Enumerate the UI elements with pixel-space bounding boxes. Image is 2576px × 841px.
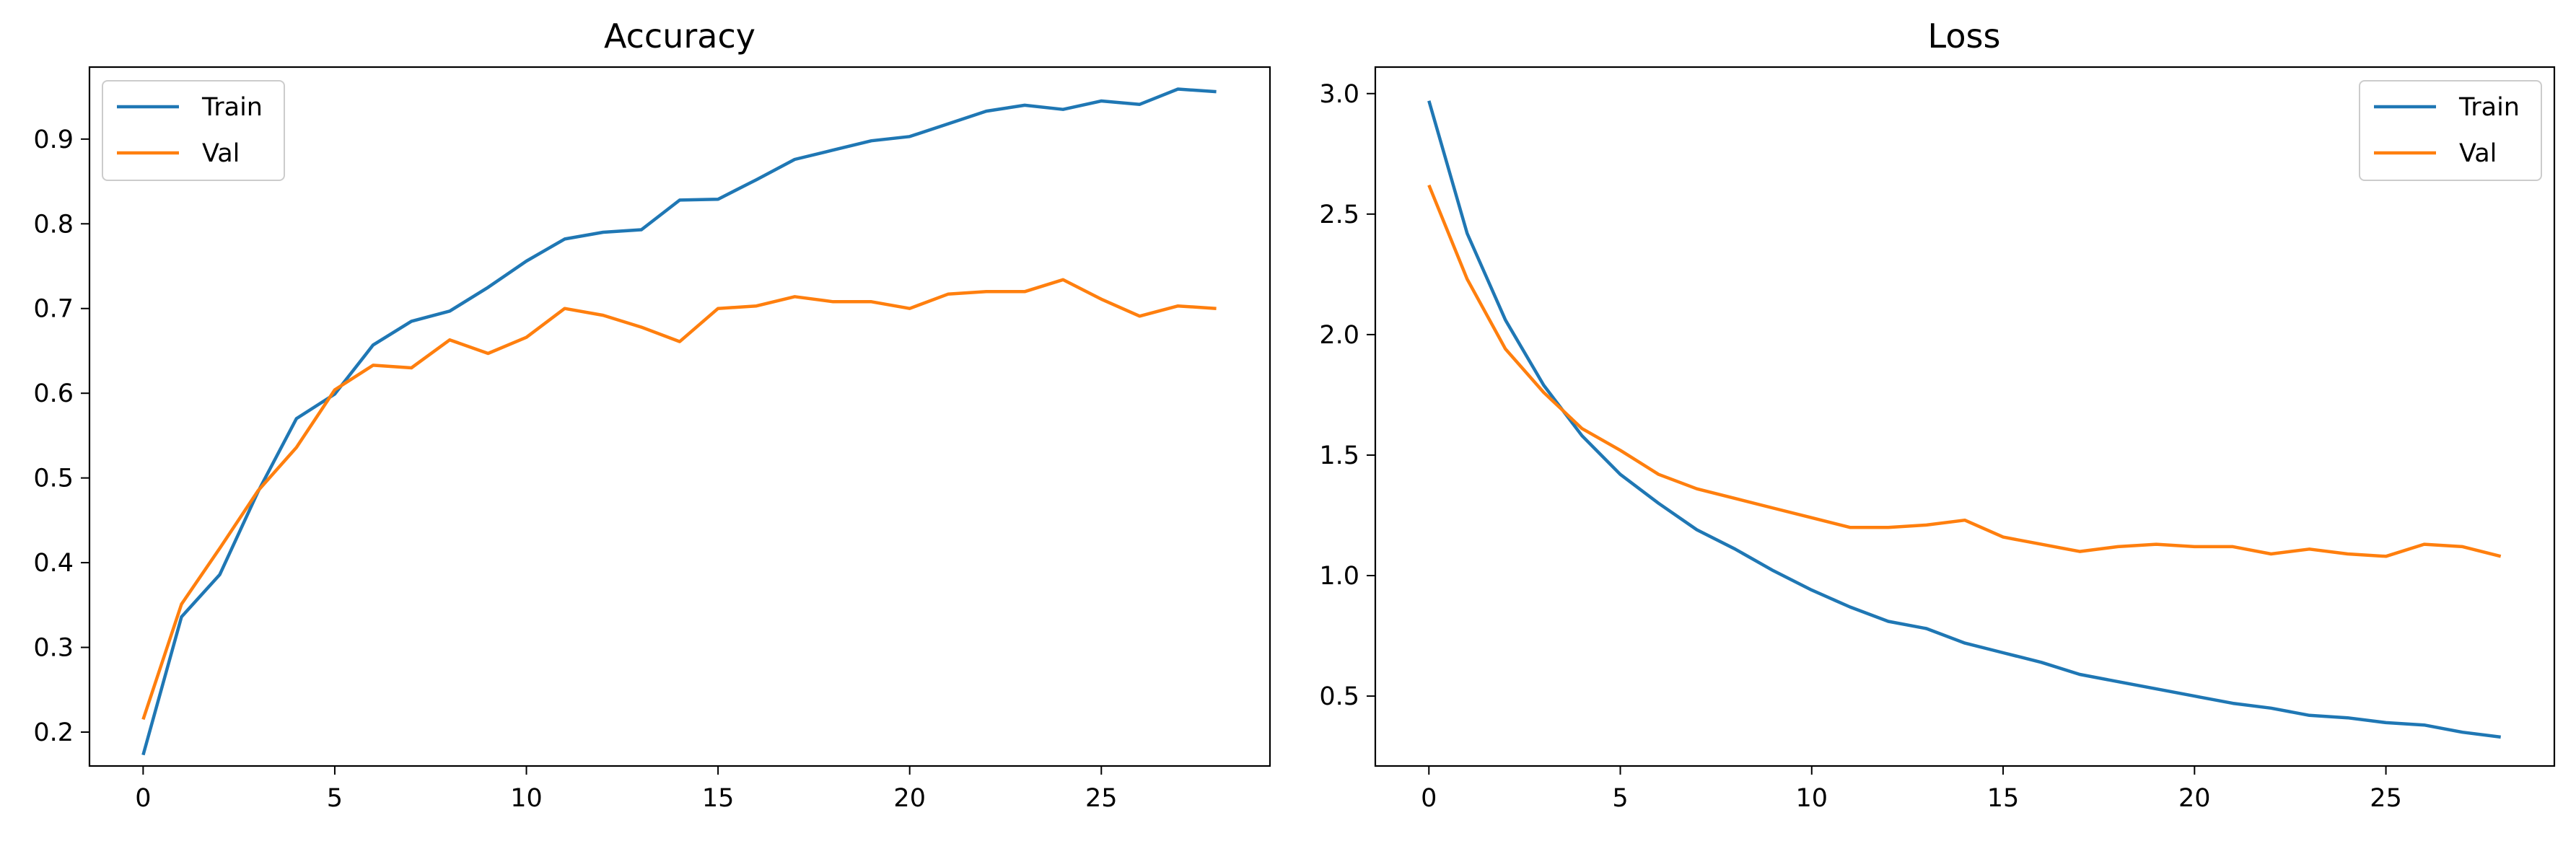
loss-x-tick-label: 25	[2370, 784, 2402, 813]
accuracy-legend: Train Val	[102, 80, 285, 181]
accuracy-x-tick-label: 15	[702, 784, 735, 813]
legend-train-label: Train	[2458, 93, 2520, 122]
accuracy-chart-title: Accuracy	[604, 17, 755, 56]
accuracy-series-train-line	[141, 87, 1217, 756]
accuracy-x-tick-label: 20	[893, 784, 926, 813]
legend-val-label: Val	[202, 139, 240, 168]
loss-y-tick-label: 1.5	[1319, 441, 1359, 470]
accuracy-y-tick-label: 0.7	[33, 295, 74, 324]
accuracy-series-val-line	[141, 278, 1217, 721]
accuracy-y-tick-label: 0.4	[33, 549, 74, 578]
accuracy-y-tick-label: 0.5	[33, 464, 74, 493]
loss-chart: Loss 0 5 10 15 20 25 0.5 1.0 1.5 2.0 2.5 3.0 Train …	[1319, 17, 2556, 813]
accuracy-y-tick-label: 0.6	[33, 379, 74, 408]
loss-series-train-line	[1427, 100, 2501, 739]
accuracy-plot-area: 0 5 10 15 20 25 0.2 0.3 0.4 0.5 0.6 0.7 0.8 0.9	[33, 87, 1217, 813]
loss-y-tick-label: 1.0	[1319, 562, 1359, 591]
legend-val-label: Val	[2459, 139, 2497, 168]
loss-x-tick-label: 10	[1796, 784, 1828, 813]
loss-y-tick-label: 0.5	[1319, 682, 1359, 711]
loss-x-tick-label: 5	[1612, 784, 1628, 813]
loss-series-val-line	[1427, 184, 2502, 558]
loss-legend: Train Val	[2359, 80, 2542, 181]
accuracy-x-tick-label: 25	[1085, 784, 1118, 813]
accuracy-x-tick-label: 5	[327, 784, 343, 813]
loss-axes-frame	[1374, 66, 2556, 767]
loss-y-tick-label: 2.5	[1319, 201, 1359, 229]
loss-x-tick-label: 15	[1987, 784, 2020, 813]
legend-train-label: Train	[201, 93, 263, 122]
accuracy-y-tick-label: 0.2	[33, 718, 74, 747]
loss-plot-area: 0 5 10 15 20 25 0.5 1.0 1.5 2.0 2.5 3.0	[1319, 80, 2502, 813]
loss-y-tick-label: 2.0	[1319, 321, 1359, 350]
accuracy-x-tick-label: 10	[510, 784, 543, 813]
accuracy-y-tick-label: 0.8	[33, 210, 74, 239]
loss-chart-title: Loss	[1928, 17, 2001, 56]
accuracy-axes-frame	[88, 66, 1271, 767]
loss-x-tick-label: 20	[2178, 784, 2211, 813]
loss-y-tick-label: 3.0	[1319, 80, 1359, 109]
accuracy-y-tick-label: 0.3	[33, 634, 74, 663]
accuracy-chart: Accuracy 0 5 10 15 20 25 0.2 0.3 0.4 0.5 0.6 0.7 0.8…	[33, 17, 1271, 813]
loss-x-tick-label: 0	[1421, 784, 1437, 813]
accuracy-x-tick-label: 0	[135, 784, 151, 813]
accuracy-y-tick-label: 0.9	[33, 126, 74, 154]
